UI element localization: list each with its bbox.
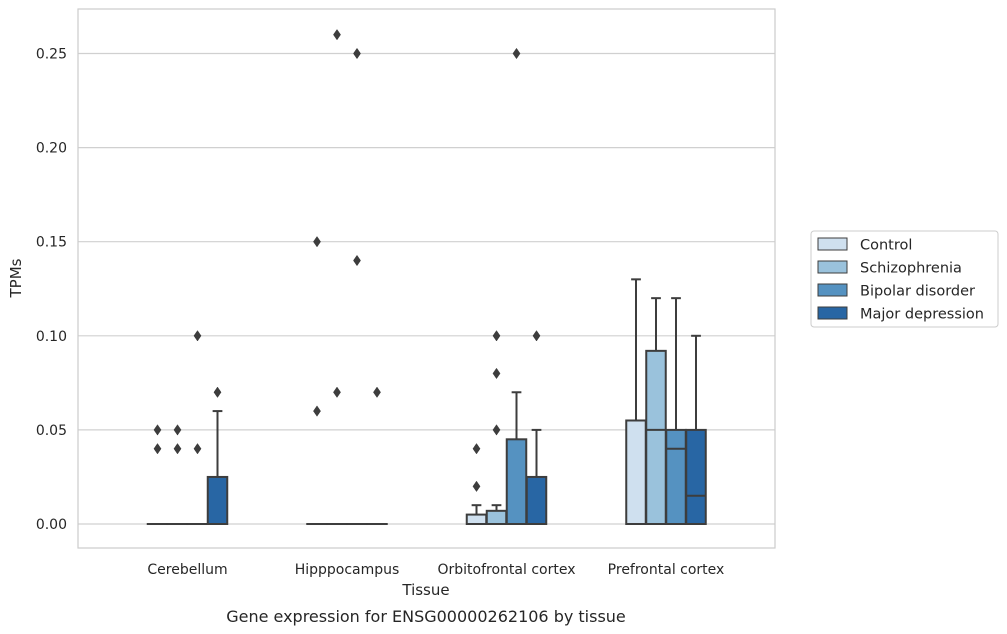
outlier-point [193,443,202,455]
plot-frame [77,8,776,549]
y-tick-label: 0.15 [36,235,67,251]
x-axis-title: Tissue [401,581,449,599]
box-major-depression [366,386,388,526]
legend-label: Schizophrenia [860,261,962,277]
plot-marks [146,29,707,526]
outlier-point [532,330,541,342]
y-tick-label: 0.00 [36,517,67,533]
y-axis-title: TPMs [7,258,25,298]
outlier-point [153,443,162,455]
box-body [665,428,687,525]
legend: Control Schizophrenia Bipolar disorder Majo… [810,230,999,328]
box-body [206,475,229,526]
box-major-depression [525,330,548,526]
box-bipolar-disorder [346,47,368,526]
outlier-point [373,386,381,398]
outlier-point [492,367,501,380]
y-tick-label: 0.25 [36,47,67,63]
outlier-point [173,443,182,455]
box-body [685,428,707,525]
legend-swatch [817,260,848,274]
outlier-point [313,236,321,248]
chart-caption: Gene expression for ENSG00000262106 by t… [226,607,626,626]
y-tick-label: 0.20 [36,141,67,157]
outlier-point [472,480,481,492]
box-major-depression [685,334,707,525]
box-schizophrenia [166,424,189,526]
outlier-point [353,254,361,267]
outlier-point [333,29,341,41]
legend-label: Major depression [860,307,984,323]
legend-label: Control [860,238,912,254]
outlier-point [193,330,202,342]
box-body [645,349,667,525]
x-tick-label: Cerebellum [147,562,227,578]
box-body [505,438,528,525]
outlier-point [213,386,222,398]
legend-label: Bipolar disorder [860,284,975,300]
x-tick-label: Hipppocampus [295,562,400,578]
outlier-point [153,424,162,436]
outlier-point [173,424,182,436]
x-tick-label: Prefrontal cortex [608,562,725,578]
x-tick-labels: Cerebellum Hipppocampus Orbitofrontal cort… [147,562,724,578]
box-bipolar-disorder [505,47,528,525]
outlier-point [472,443,481,455]
outlier-point [512,47,521,60]
box-body [485,509,508,525]
y-tick-label: 0.10 [36,329,67,345]
legend-frame [810,230,999,328]
legend-swatch [817,283,848,297]
box-control [306,236,328,526]
box-schizophrenia [326,29,348,526]
legend-swatch [817,237,848,251]
box-body [625,419,647,525]
legend-swatch [817,306,848,320]
outlier-point [492,330,501,342]
box-bipolar-disorder [665,297,687,525]
outlier-point [313,405,321,417]
y-tick-labels: 0.00 0.05 0.10 0.15 0.20 0.25 [36,47,67,534]
y-tick-label: 0.05 [36,423,67,439]
x-tick-label: Orbitofrontal cortex [438,562,576,578]
outlier-point [492,424,501,436]
box-major-depression [206,386,229,526]
outlier-point [353,47,361,60]
box-body [465,513,488,526]
box-body [525,475,548,526]
outlier-point [333,386,341,398]
box-control [465,443,488,526]
